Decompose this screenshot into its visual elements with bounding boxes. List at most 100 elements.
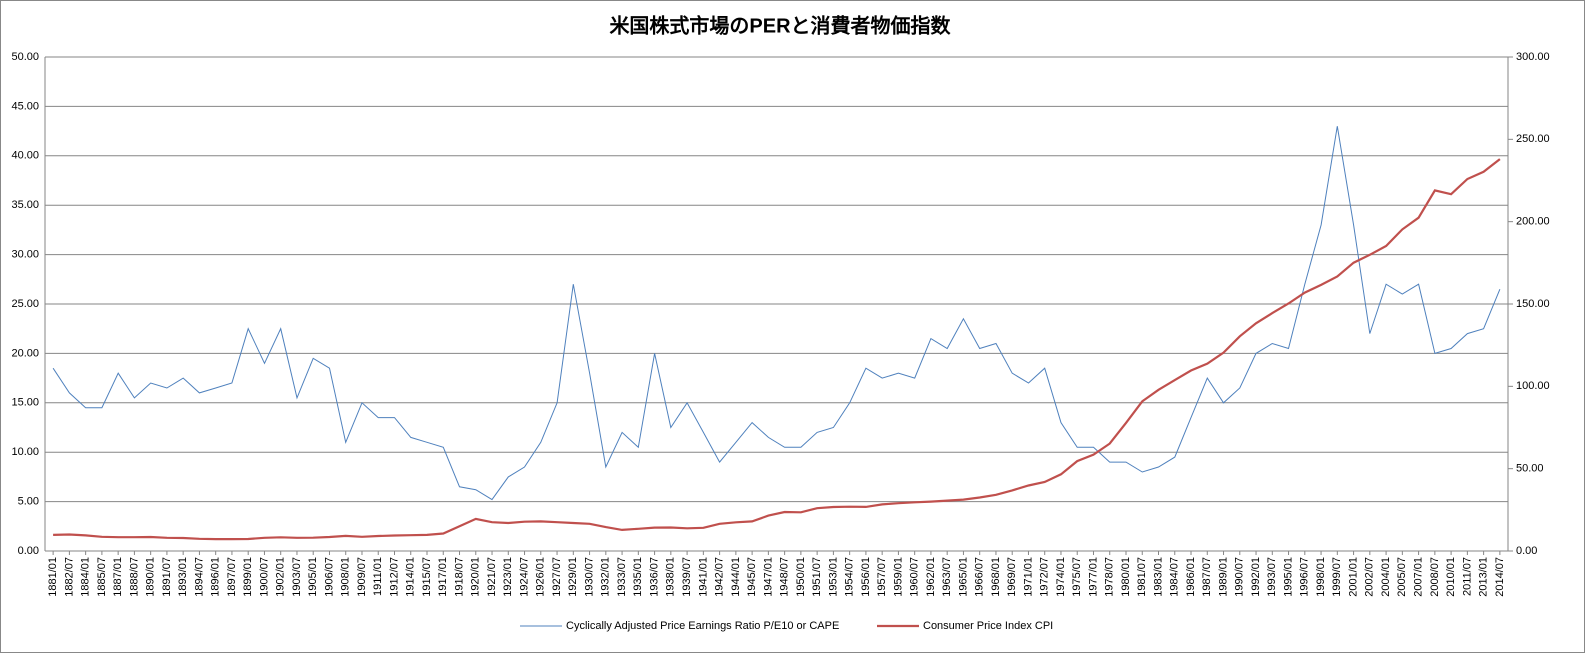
x-tick-label: 1945/07	[746, 557, 758, 597]
x-tick-label: 1942/07	[714, 557, 726, 597]
x-tick-label: 1977/01	[1087, 557, 1099, 597]
x-tick-label: 1957/07	[876, 557, 888, 597]
x-tick-label: 2010/01	[1445, 557, 1457, 597]
y-tick-label: 45.00	[11, 100, 39, 112]
x-tick-label: 1900/07	[258, 557, 270, 597]
x-tick-label: 1944/01	[730, 557, 742, 597]
x-tick-label: 1996/07	[1299, 557, 1311, 597]
x-tick-label: 1966/07	[974, 557, 986, 597]
x-tick-label: 1882/07	[63, 557, 75, 597]
x-tick-label: 1999/07	[1331, 557, 1343, 597]
x-tick-label: 1939/07	[681, 557, 693, 597]
x-tick-label: 1920/01	[470, 557, 482, 597]
x-tick-label: 1902/01	[275, 557, 287, 597]
x-tick-label: 1950/01	[795, 557, 807, 597]
x-tick-label: 1915/07	[421, 557, 433, 597]
x-tick-label: 1918/07	[453, 557, 465, 597]
x-tick-label: 1890/01	[145, 557, 157, 597]
x-tick-label: 1962/01	[925, 557, 937, 597]
x-tick-label: 1953/01	[827, 557, 839, 597]
x-tick-label: 1917/01	[437, 557, 449, 597]
x-tick-label: 1896/01	[210, 557, 222, 597]
x-tick-label: 1929/01	[567, 557, 579, 597]
y2-tick-label: 300.00	[1516, 51, 1550, 63]
x-tick-label: 1909/07	[356, 557, 368, 597]
y-tick-label: 40.00	[11, 150, 39, 162]
x-tick-label: 1891/07	[161, 557, 173, 597]
x-tick-label: 1947/01	[762, 557, 774, 597]
x-tick-label: 1933/07	[616, 557, 628, 597]
x-tick-label: 1948/07	[779, 557, 791, 597]
x-tick-label: 1887/01	[112, 557, 124, 597]
x-tick-label: 1927/07	[551, 557, 563, 597]
x-tick-label: 2004/01	[1380, 557, 1392, 597]
x-tick-label: 1893/01	[177, 557, 189, 597]
x-tick-label: 1897/07	[226, 557, 238, 597]
y-tick-label: 25.00	[11, 298, 39, 310]
x-tick-label: 1980/01	[1120, 557, 1132, 597]
x-tick-label: 2014/07	[1494, 557, 1506, 597]
x-tick-label: 1992/01	[1250, 557, 1262, 597]
x-tick-label: 2002/07	[1364, 557, 1376, 597]
y-tick-label: 10.00	[11, 446, 39, 458]
x-tick-label: 1911/01	[372, 557, 384, 596]
x-tick-label: 1986/01	[1185, 557, 1197, 597]
x-tick-label: 2005/07	[1396, 557, 1408, 597]
x-tick-label: 1906/07	[323, 557, 335, 597]
series-line	[53, 158, 1501, 541]
y-tick-label: 30.00	[11, 249, 39, 261]
x-tick-label: 1993/07	[1266, 557, 1278, 597]
y2-tick-label: 150.00	[1516, 298, 1550, 310]
x-tick-label: 2013/01	[1478, 557, 1490, 597]
x-tick-label: 1983/01	[1152, 557, 1164, 597]
x-tick-label: 1984/07	[1169, 557, 1181, 597]
x-tick-label: 2007/01	[1413, 557, 1425, 597]
x-tick-label: 1884/01	[80, 557, 92, 597]
x-tick-label: 1951/07	[811, 557, 823, 597]
x-tick-label: 1926/01	[535, 557, 547, 597]
x-tick-label: 1899/01	[242, 557, 254, 597]
x-tick-label: 1885/07	[96, 557, 108, 597]
x-tick-label: 1998/01	[1315, 557, 1327, 597]
x-tick-label: 1921/07	[486, 557, 498, 597]
y-tick-label: 35.00	[11, 199, 39, 211]
x-tick-label: 1990/07	[1234, 557, 1246, 597]
x-tick-label: 1995/01	[1282, 557, 1294, 597]
y-tick-label: 5.00	[18, 496, 39, 508]
x-tick-label: 1930/07	[583, 557, 595, 597]
x-tick-label: 1960/07	[909, 557, 921, 597]
x-tick-label: 1936/07	[648, 557, 660, 597]
x-tick-label: 1912/07	[388, 557, 400, 597]
x-tick-label: 1968/01	[990, 557, 1002, 597]
y2-tick-label: 250.00	[1516, 133, 1550, 145]
series-line	[52, 126, 1501, 501]
x-tick-label: 1971/01	[1022, 557, 1034, 597]
y2-tick-label: 0.00	[1516, 545, 1537, 557]
legend-label: Cyclically Adjusted Price Earnings Ratio…	[566, 620, 839, 632]
x-tick-label: 1974/01	[1055, 557, 1067, 597]
x-tick-label: 1941/01	[697, 557, 709, 597]
x-tick-label: 1914/01	[405, 557, 417, 597]
x-tick-label: 1972/07	[1039, 557, 1051, 597]
x-tick-label: 1981/07	[1136, 557, 1148, 597]
x-tick-label: 1894/07	[193, 557, 205, 597]
y2-tick-label: 50.00	[1516, 463, 1544, 475]
x-tick-label: 1956/01	[860, 557, 872, 597]
x-tick-label: 1935/01	[632, 557, 644, 597]
x-tick-label: 2008/07	[1429, 557, 1441, 597]
x-tick-label: 2011/07	[1461, 557, 1473, 596]
x-tick-label: 1924/07	[518, 557, 530, 597]
x-tick-label: 1932/01	[600, 557, 612, 597]
chart-title: 米国株式市場のPERと消費者物価指数	[609, 13, 951, 37]
x-tick-label: 1923/01	[502, 557, 514, 597]
x-tick-label: 1903/07	[291, 557, 303, 597]
x-tick-label: 1938/01	[665, 557, 677, 597]
x-tick-label: 1987/07	[1201, 557, 1213, 597]
y-tick-label: 15.00	[11, 397, 39, 409]
x-tick-label: 1888/07	[128, 557, 140, 597]
x-tick-label: 1975/07	[1071, 557, 1083, 597]
legend-label: Consumer Price Index CPI	[923, 620, 1053, 632]
y-tick-label: 20.00	[11, 347, 39, 359]
